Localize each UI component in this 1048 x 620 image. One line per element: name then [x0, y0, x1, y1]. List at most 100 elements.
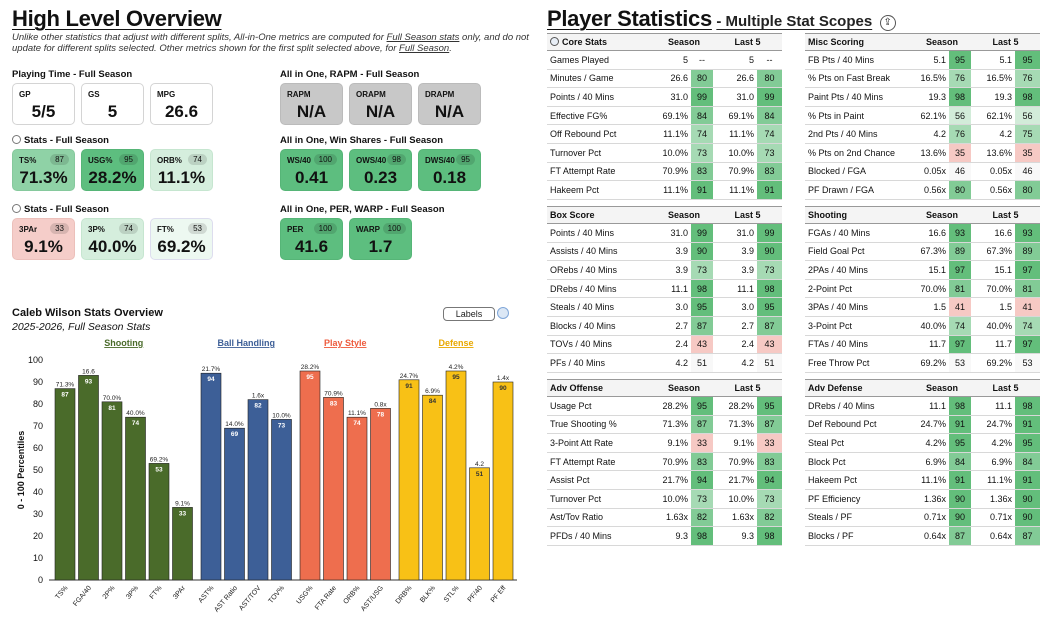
table-row: FT Attempt Rate 70.9% 83 70.9% 83 — [547, 162, 783, 182]
season-percentile: 97 — [949, 260, 972, 280]
last5-percentile: 73 — [757, 260, 783, 280]
bar-fga-40 — [78, 375, 99, 581]
last5-percentile: 90 — [757, 242, 783, 262]
stat-name: 2nd Pts / 40 Mins — [805, 124, 913, 144]
last5-value: 24.7% — [971, 415, 1016, 435]
table-row: Field Goal Pct 67.3% 89 67.3% 89 — [805, 242, 1041, 262]
labels-toggle-button[interactable]: Labels — [443, 307, 495, 321]
stat-card-label: ORB% — [157, 156, 182, 165]
season-value: 4.2 — [655, 353, 691, 373]
last5-value: 67.3% — [971, 242, 1016, 262]
last5-value: 0.64x — [971, 526, 1016, 546]
full-season-stats-link[interactable]: Full Season stats — [386, 32, 460, 43]
section-radio-stats2[interactable] — [12, 204, 21, 213]
last5-percentile: 91 — [1015, 470, 1041, 490]
bar-stat-label: 1.4x — [497, 375, 510, 382]
table-row: Blocks / PF 0.64x 87 0.64x 87 — [805, 526, 1041, 546]
bar-ast-ratio — [224, 427, 245, 581]
season-value: 70.9% — [655, 452, 691, 472]
stat-card-value: 5 — [107, 102, 118, 121]
table-row: Points / 40 Mins 31.0 99 31.0 99 — [547, 87, 783, 107]
table-title: Adv Offense — [547, 379, 655, 397]
stat-name: 2PAs / 40 Mins — [805, 260, 913, 280]
season-value: 1.5 — [913, 297, 949, 317]
last5-percentile: 99 — [757, 87, 783, 107]
y-tick-label: 60 — [33, 443, 43, 453]
stat-card-label: FT% — [157, 225, 174, 234]
season-percentile: 89 — [949, 242, 972, 262]
table-row: Effective FG% 69.1% 84 69.1% 84 — [547, 106, 783, 126]
last5-value: 15.1 — [971, 260, 1016, 280]
season-percentile: 82 — [691, 508, 714, 528]
stat-name: Hakeem Pct — [547, 180, 655, 200]
stat-card-label: RAPM — [287, 90, 311, 99]
percentile-badge: 95 — [119, 154, 138, 165]
season-percentile: 35 — [949, 143, 972, 163]
percentile-badge: 74 — [188, 154, 207, 165]
stat-card-ft-: FT% 53 69.2% — [150, 218, 213, 260]
bar-percentile-label: 90 — [499, 385, 507, 392]
table-row: PFs / 40 Mins 4.2 51 4.2 51 — [547, 353, 783, 373]
season-value: 11.1% — [655, 180, 691, 200]
stat-card-value: 11.1% — [157, 168, 206, 187]
season-value: 11.1% — [913, 470, 949, 490]
bar-fta-rate — [323, 397, 344, 581]
stat-card-label: 3PAr — [19, 225, 38, 234]
season-percentile: 98 — [691, 279, 714, 299]
stat-name: Steals / 40 Mins — [547, 297, 655, 317]
season-percentile: 98 — [949, 396, 972, 416]
stat-name: PFDs / 40 Mins — [547, 526, 655, 546]
section-header-text: All in One, RAPM - Full Season — [280, 69, 420, 80]
season-percentile: 98 — [949, 87, 972, 107]
stat-name: % Pts on 2nd Chance — [805, 143, 913, 163]
stat-card-gs: GS 5 — [81, 83, 144, 125]
stat-name: PF Efficiency — [805, 489, 913, 509]
stat-name: Assist Pct — [547, 470, 655, 490]
last5-value: 11.7 — [971, 335, 1016, 355]
share-icon[interactable]: ⇪ — [879, 15, 896, 31]
season-value: 15.1 — [913, 260, 949, 280]
season-percentile: 83 — [691, 452, 714, 472]
section-header-per: All in One, PER, WARP - Full Season — [280, 204, 445, 215]
last5-value: 11.1% — [971, 470, 1016, 490]
last5-percentile: 90 — [1015, 508, 1041, 528]
section-header-text: Playing Time - Full Season — [12, 69, 133, 80]
stat-card-ows-40: OWS/40 98 0.23 — [349, 149, 412, 191]
season-value: 28.2% — [655, 396, 691, 416]
season-value: 0.71x — [913, 508, 949, 528]
last5-value: 1.5 — [971, 297, 1016, 317]
last5-percentile: 99 — [757, 223, 783, 243]
last5-percentile: 73 — [757, 143, 783, 163]
stat-name: Usage Pct — [547, 396, 655, 416]
stat-name: Assists / 40 Mins — [547, 242, 655, 262]
full-season-link[interactable]: Full Season — [399, 43, 450, 54]
last5-percentile: 94 — [757, 470, 783, 490]
season-percentile: 98 — [691, 526, 714, 546]
stat-card-orapm: ORAPM N/A — [349, 83, 412, 125]
labels-toggle-circle[interactable] — [497, 307, 509, 319]
season-percentile: 80 — [949, 180, 972, 200]
season-percentile: 73 — [691, 489, 714, 509]
stat-card-dws-40: DWS/40 95 0.18 — [418, 149, 481, 191]
last5-value: 2.7 — [713, 316, 758, 336]
table-title: Misc Scoring — [805, 33, 913, 51]
last5-percentile: -- — [757, 50, 783, 70]
last5-value: 3.9 — [713, 242, 758, 262]
last5-percentile: 83 — [757, 162, 783, 182]
bar-pf-40 — [469, 467, 490, 581]
col-season-header: Season — [655, 206, 714, 224]
section-header-stats1: Stats - Full Season — [12, 135, 109, 146]
last5-value: 6.9% — [971, 452, 1016, 472]
stat-card-label: USG% — [88, 156, 113, 165]
section-radio-stats1[interactable] — [12, 135, 21, 144]
bar-tov- — [271, 419, 292, 581]
last5-percentile: 98 — [1015, 396, 1041, 416]
last5-value: 71.3% — [713, 415, 758, 435]
last5-value: 3.0 — [713, 297, 758, 317]
section-header-text: Stats - Full Season — [24, 204, 109, 215]
last5-percentile: 80 — [1015, 180, 1041, 200]
last5-value: 16.6 — [971, 223, 1016, 243]
last5-value: 5.1 — [971, 50, 1016, 70]
bar-stat-label: 0.8x — [374, 401, 387, 408]
bar-percentile-label: 73 — [278, 422, 286, 429]
